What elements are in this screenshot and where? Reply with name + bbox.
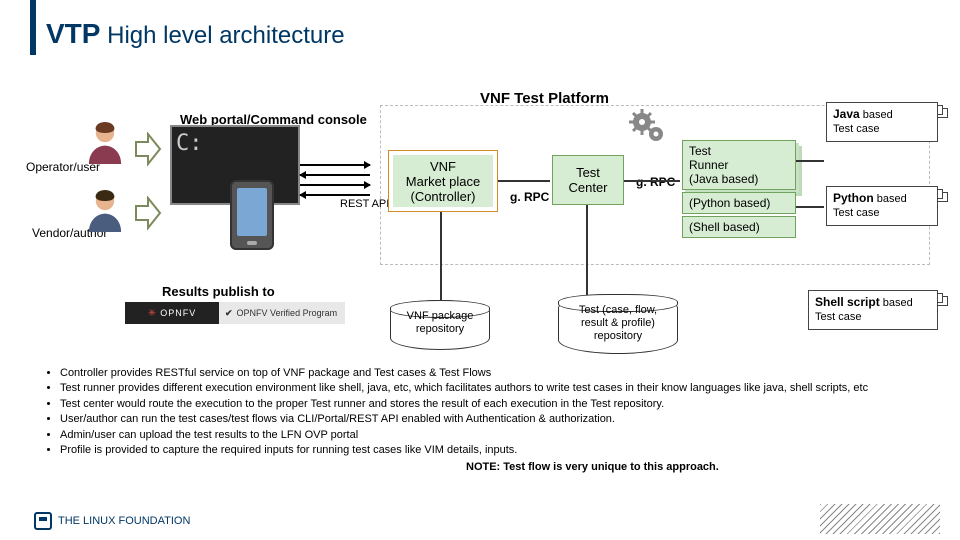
- accent-bar: [30, 0, 36, 55]
- lf-mark-icon: [34, 512, 52, 530]
- conn-runner-py: [796, 206, 824, 208]
- conn-runner-java: [796, 160, 824, 162]
- sh-b: Shell script: [815, 295, 880, 309]
- footer-text: THE LINUX FOUNDATION: [58, 515, 190, 527]
- shell-case-stack: Shell script based Test case: [808, 290, 936, 330]
- test-repo-label: Test (case, flow,result & profile)reposi…: [558, 304, 678, 344]
- results-label: Results publish to: [162, 284, 275, 299]
- python-case-stack: Python based Test case: [826, 186, 954, 226]
- pkg-repo-cylinder: VNF packagerepository: [390, 300, 490, 336]
- test-center-box: Test Center: [552, 155, 624, 205]
- runner-stack: Test Runner (Java based) (Python based) …: [682, 140, 796, 238]
- note: NOTE: Test flow is very unique to this a…: [36, 460, 936, 475]
- opnfv-left: OPNFV: [125, 302, 219, 324]
- bullets: Controller provides RESTful service on t…: [36, 366, 936, 476]
- sh-tail: based: [880, 297, 913, 309]
- sh-sub: Test case: [815, 311, 861, 323]
- vnf-l1: VNF: [430, 159, 456, 174]
- runner-python-box: (Python based): [682, 192, 796, 214]
- runner-l1: Test: [689, 144, 711, 158]
- operator-avatar-icon: [82, 118, 128, 164]
- bullet-3: User/author can run the test cases/test …: [60, 412, 936, 427]
- conn-tc-runner: [624, 180, 680, 182]
- page-title: VTP High level architecture: [46, 18, 345, 50]
- runner-l4: (Python based): [689, 196, 770, 210]
- java-case-stack: Java based Test case: [826, 102, 954, 142]
- conn-vnf-pkg: [440, 212, 442, 300]
- bullet-1: Test runner provides different execution…: [60, 381, 936, 396]
- py-b: Python: [833, 191, 874, 205]
- vendor-avatar-icon: [82, 186, 128, 232]
- runner-shell-box: (Shell based): [682, 216, 796, 238]
- py-sub: Test case: [833, 207, 879, 219]
- java-tail: based: [860, 109, 893, 121]
- python-case-box: Python based Test case: [826, 186, 938, 226]
- slide: VTP High level architecture VNF Test Pla…: [0, 0, 960, 540]
- vnf-l2: Market place: [406, 174, 480, 189]
- gears-icon: [628, 108, 668, 148]
- terminal-text: C:: [176, 131, 203, 156]
- arrow-operator-icon: [134, 132, 162, 166]
- tc-l2: Center: [568, 180, 607, 195]
- hatch-decor: [820, 504, 940, 534]
- vnf-marketplace-box: VNF Market place (Controller): [388, 150, 498, 212]
- opnfv-badge: OPNFV OPNFV Verified Program: [125, 302, 345, 324]
- conn-vnf-tc: [498, 180, 550, 182]
- arrow-vendor-icon: [134, 196, 162, 230]
- py-tail: based: [874, 193, 907, 205]
- title-rest: High level architecture: [100, 22, 344, 49]
- runner-l3: (Java based): [689, 172, 758, 186]
- bullet-5: Profile is provided to capture the requi…: [60, 443, 936, 458]
- java-b: Java: [833, 107, 860, 121]
- runner-l2: Runner: [689, 158, 728, 172]
- runner-main-box: Test Runner (Java based): [682, 140, 796, 190]
- footer-logo: THE LINUX FOUNDATION: [34, 512, 190, 530]
- conn-tc-repo: [586, 205, 588, 295]
- runner-l5: (Shell based): [689, 220, 760, 234]
- pkg-repo-label: VNF packagerepository: [390, 310, 490, 336]
- title-vtp: VTP: [46, 18, 100, 49]
- grpc-label-2: g. RPC: [636, 175, 675, 189]
- vnf-l3: (Controller): [410, 189, 475, 204]
- java-case-box: Java based Test case: [826, 102, 938, 142]
- test-repo-cylinder: Test (case, flow,result & profile)reposi…: [558, 294, 678, 344]
- phone-icon: [230, 180, 274, 250]
- shell-case-box: Shell script based Test case: [808, 290, 938, 330]
- opnfv-right: OPNFV Verified Program: [219, 302, 345, 324]
- grpc-label-1: g. RPC: [510, 190, 549, 204]
- bullet-2: Test center would route the execution to…: [60, 397, 936, 412]
- tc-l1: Test: [576, 165, 600, 180]
- bullet-4: Admin/user can upload the test results t…: [60, 428, 936, 443]
- rest-api-label: REST API: [340, 198, 389, 210]
- java-sub: Test case: [833, 123, 879, 135]
- bullet-0: Controller provides RESTful service on t…: [60, 366, 936, 381]
